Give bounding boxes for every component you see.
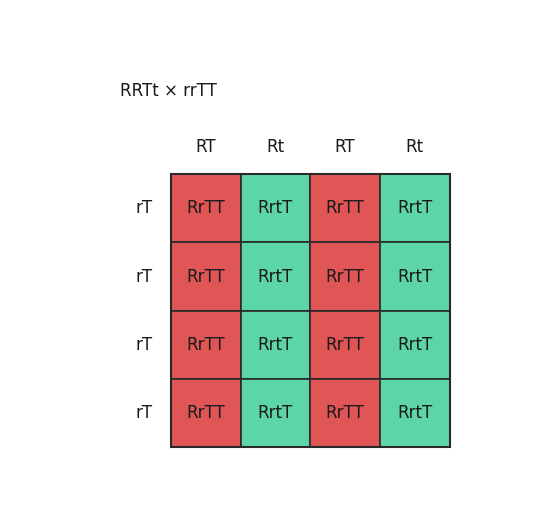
Text: rT: rT — [135, 199, 152, 217]
Bar — [171, 174, 450, 447]
Bar — [310, 379, 380, 447]
Bar — [380, 379, 450, 447]
Bar — [171, 242, 240, 311]
Text: rT: rT — [135, 336, 152, 354]
Text: RrTT: RrTT — [186, 268, 225, 285]
Bar — [240, 379, 310, 447]
Text: RrTT: RrTT — [186, 199, 225, 217]
Bar — [171, 379, 240, 447]
Text: RrTT: RrTT — [326, 268, 365, 285]
Bar — [240, 174, 310, 242]
Text: RrtT: RrtT — [397, 199, 432, 217]
Bar — [240, 242, 310, 311]
Text: RrTT: RrTT — [326, 404, 365, 422]
Text: RrtT: RrtT — [258, 268, 293, 285]
Text: rT: rT — [135, 404, 152, 422]
Text: Rt: Rt — [267, 138, 284, 156]
Bar — [310, 242, 380, 311]
Text: RrTT: RrTT — [326, 336, 365, 354]
Text: RT: RT — [335, 138, 356, 156]
Bar — [240, 311, 310, 379]
Bar — [380, 174, 450, 242]
Text: Rt: Rt — [406, 138, 424, 156]
Text: RrtT: RrtT — [397, 404, 432, 422]
Text: RRTt × rrTT: RRTt × rrTT — [120, 82, 217, 100]
Text: RrtT: RrtT — [258, 199, 293, 217]
Text: RrtT: RrtT — [258, 336, 293, 354]
Text: rT: rT — [135, 268, 152, 285]
Text: RrTT: RrTT — [186, 404, 225, 422]
Bar — [171, 174, 240, 242]
Text: RrtT: RrtT — [397, 336, 432, 354]
Text: RT: RT — [195, 138, 216, 156]
Text: RrTT: RrTT — [326, 199, 365, 217]
Bar — [310, 311, 380, 379]
Bar — [380, 311, 450, 379]
Text: RrtT: RrtT — [258, 404, 293, 422]
Text: RrTT: RrTT — [186, 336, 225, 354]
Bar — [380, 242, 450, 311]
Bar — [310, 174, 380, 242]
Text: RrtT: RrtT — [397, 268, 432, 285]
Bar — [171, 311, 240, 379]
